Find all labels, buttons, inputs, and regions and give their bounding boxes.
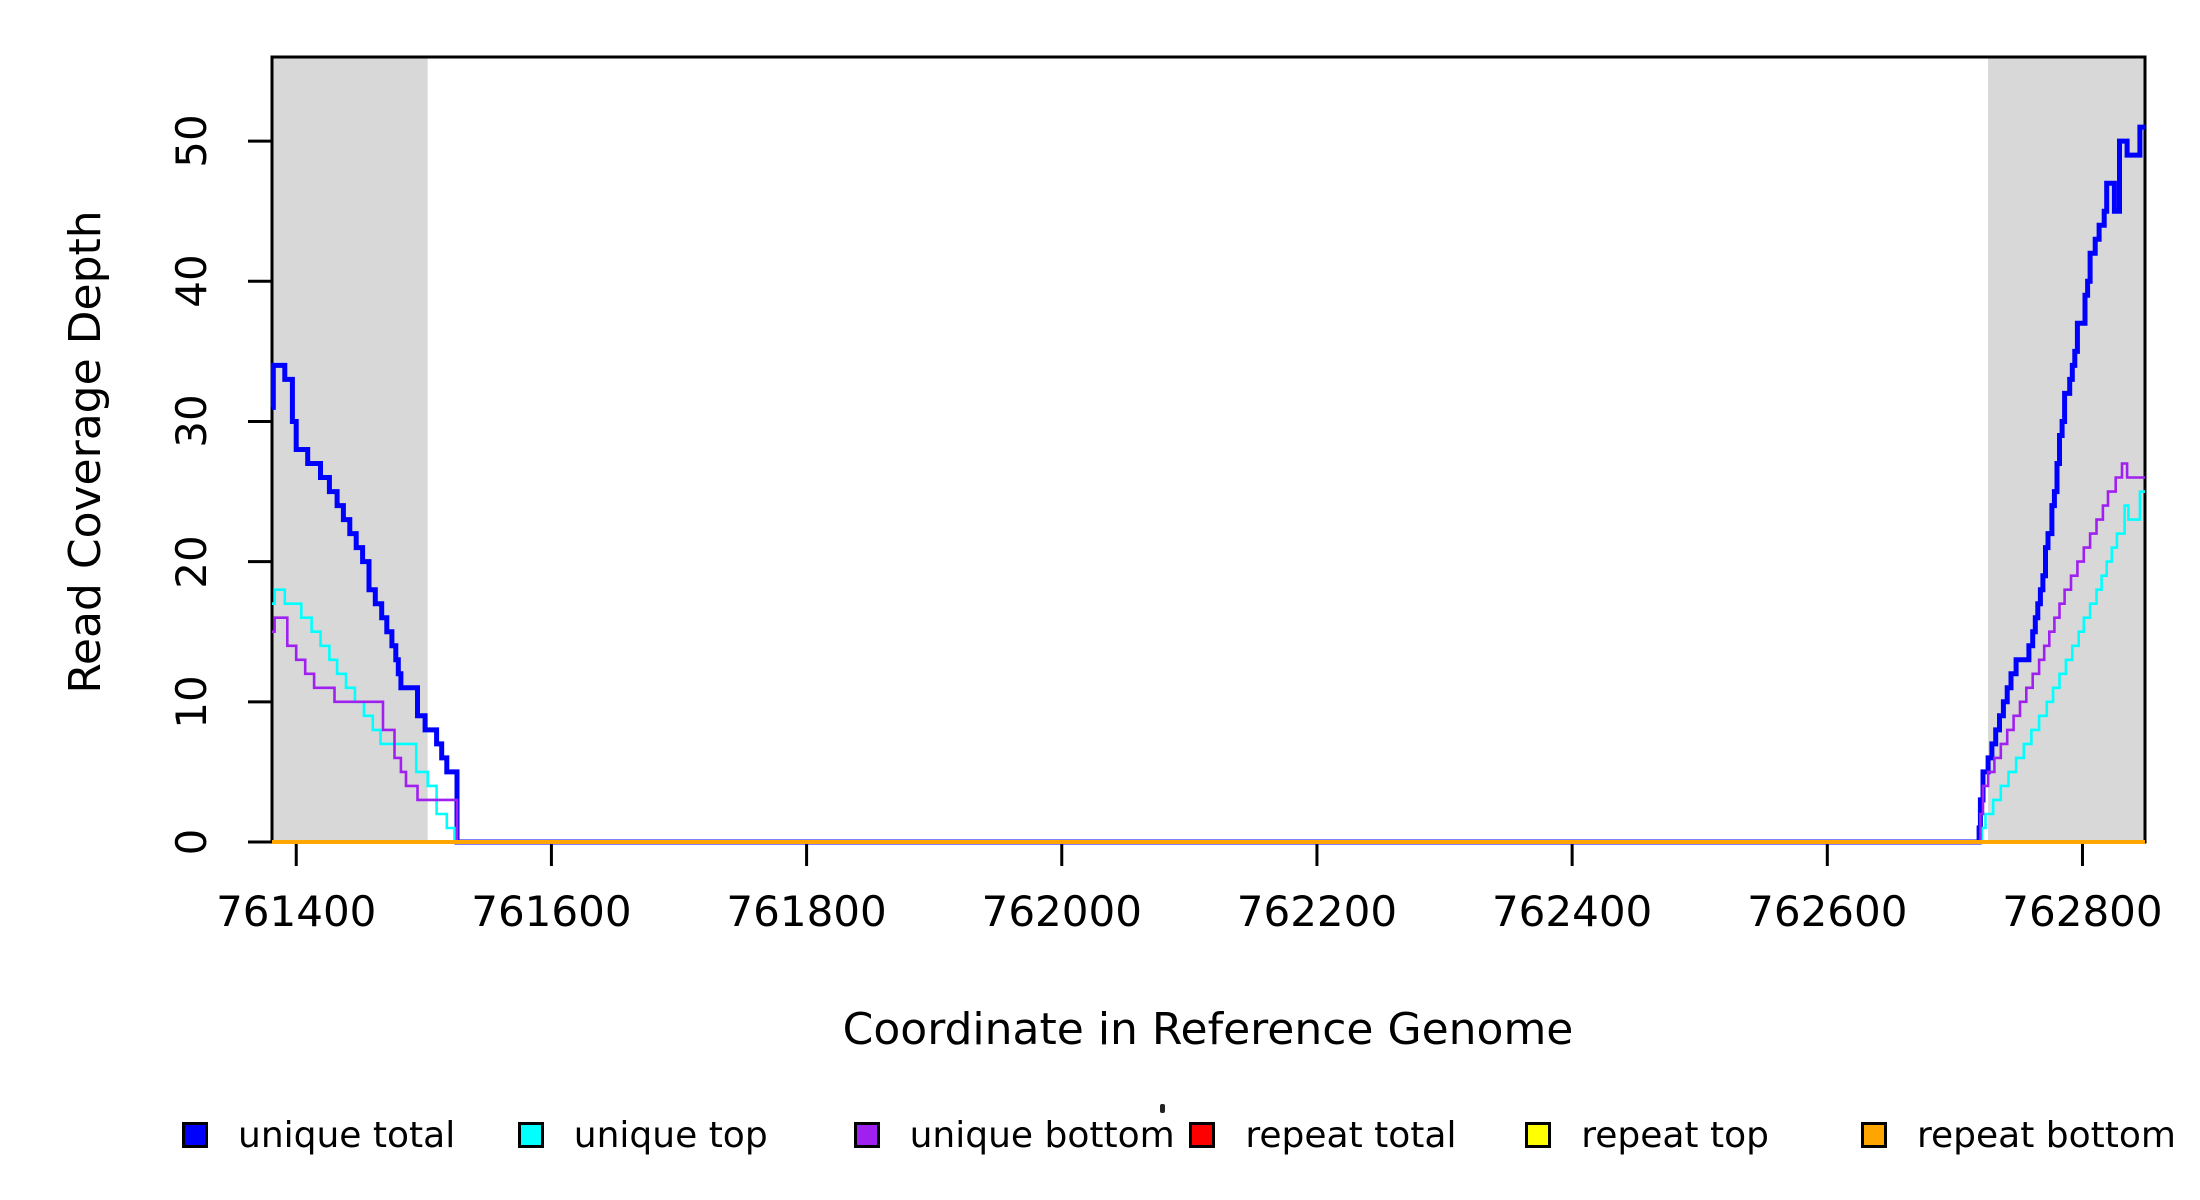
x-tick-label: 762000 <box>981 887 1142 936</box>
y-tick-label: 30 <box>167 394 216 449</box>
legend-label: repeat bottom <box>1917 1115 2176 1156</box>
y-tick-label: 0 <box>167 828 216 856</box>
y-tick-label: 40 <box>167 254 216 309</box>
legend-label: repeat top <box>1581 1115 1769 1156</box>
x-tick-label: 762400 <box>1491 887 1653 936</box>
y-tick-label: 10 <box>167 675 216 729</box>
y-tick-label: 50 <box>167 114 216 168</box>
x-tick-label: 761800 <box>726 887 887 936</box>
legend: unique total unique top unique bottom repea… <box>0 0 2200 1154</box>
legend-label: unique total <box>238 1115 456 1156</box>
legend-swatch-icon <box>1525 1122 1552 1148</box>
x-tick-label: 762600 <box>1747 887 1908 936</box>
x-tick-label: 762800 <box>2002 887 2163 936</box>
x-tick-label: 761400 <box>216 887 377 936</box>
y-tick-label: 20 <box>167 534 216 589</box>
legend-swatch-icon <box>1861 1122 1887 1148</box>
plot-border <box>270 55 2147 844</box>
x-axis-title: Coordinate in Reference Genome <box>842 1004 1574 1055</box>
y-axis-title: Read Coverage Depth <box>60 210 111 694</box>
legend-swatch-icon <box>853 1122 880 1148</box>
legend-label: unique bottom <box>909 1115 1175 1156</box>
series-line-unique-top <box>272 490 2145 844</box>
series-line-unique-bottom <box>272 462 2145 844</box>
legend-label: repeat total <box>1245 1115 1457 1156</box>
stray-mark <box>1160 1104 1165 1113</box>
legend-swatch-icon <box>182 1122 208 1148</box>
legend-swatch-icon <box>1189 1122 1216 1148</box>
x-tick-label: 761600 <box>471 887 632 936</box>
series-line-unique-total <box>270 124 2145 845</box>
legend-swatch-icon <box>517 1122 544 1148</box>
legend-label: unique top <box>573 1115 768 1156</box>
x-tick-label: 762200 <box>1236 887 1398 936</box>
